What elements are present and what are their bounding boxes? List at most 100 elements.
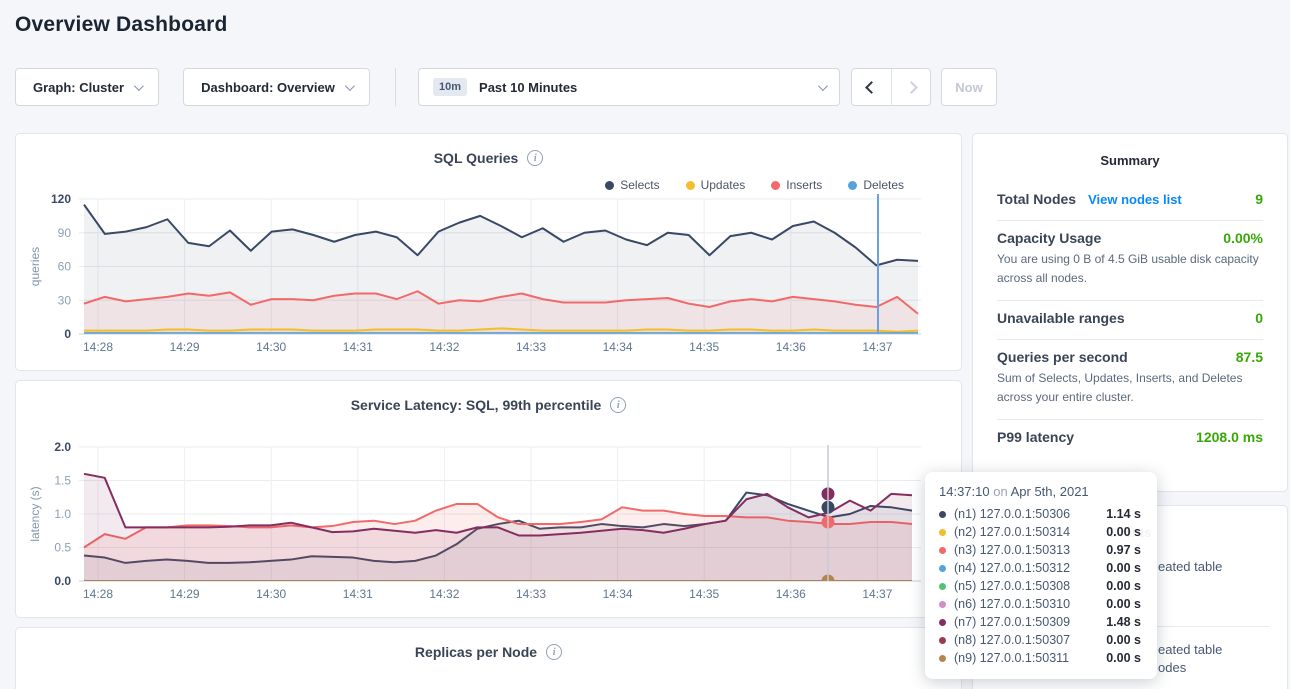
time-range-dropdown[interactable]: 10m Past 10 Minutes: [418, 68, 840, 106]
node-color-dot-icon: [939, 637, 946, 644]
summary-row-description: Sum of Selects, Updates, Inserts, and De…: [997, 365, 1263, 406]
svg-text:14:37: 14:37: [862, 340, 892, 354]
dashboard-dropdown[interactable]: Dashboard: Overview: [183, 68, 370, 106]
graph-scope-dropdown[interactable]: Graph: Cluster: [15, 68, 159, 106]
event-item-text[interactable]: eated table: [1158, 642, 1222, 657]
summary-row-label: Queries per second: [997, 349, 1128, 365]
tooltip-node-row: (n5) 127.0.0.1:50308 0.00 s: [939, 577, 1143, 595]
svg-text:14:30: 14:30: [256, 587, 286, 601]
svg-text:14:29: 14:29: [170, 587, 200, 601]
tooltip-node-label: (n3) 127.0.0.1:50313: [954, 543, 1070, 557]
summary-row: P99 latency 1208.0 ms: [997, 420, 1263, 445]
tooltip-node-value: 0.00 s: [1106, 633, 1143, 647]
tooltip-node-value: 0.00 s: [1106, 651, 1143, 665]
summary-row-label: Unavailable ranges: [997, 310, 1125, 326]
tooltip-node-label: (n5) 127.0.0.1:50308: [954, 579, 1070, 593]
summary-row-value: 0: [1255, 310, 1263, 326]
event-item-text[interactable]: odes: [1158, 660, 1186, 675]
tooltip-node-value: 1.48 s: [1106, 615, 1143, 629]
svg-text:14:29: 14:29: [170, 340, 200, 354]
replicas-per-node-chart-card: Replicas per Node i: [15, 627, 962, 689]
tooltip-node-label: (n9) 127.0.0.1:50311: [954, 651, 1069, 665]
node-color-dot-icon: [939, 583, 946, 590]
svg-text:1.0: 1.0: [54, 507, 71, 521]
summary-row-label: Total Nodes: [997, 191, 1076, 207]
view-nodes-list-link[interactable]: View nodes list: [1088, 192, 1182, 207]
info-icon[interactable]: i: [546, 644, 562, 660]
svg-text:0.0: 0.0: [54, 574, 71, 588]
summary-row: Unavailable ranges 0: [997, 301, 1263, 326]
summary-row: Total Nodes View nodes list 9: [997, 182, 1263, 207]
time-prev-button[interactable]: [852, 69, 891, 105]
svg-text:14:32: 14:32: [429, 587, 459, 601]
tooltip-node-row: (n3) 127.0.0.1:503130.97 s: [939, 541, 1143, 559]
svg-text:14:32: 14:32: [429, 340, 459, 354]
svg-text:14:35: 14:35: [689, 587, 719, 601]
tooltip-node-label: (n7) 127.0.0.1:50309: [954, 615, 1070, 629]
svg-text:120: 120: [51, 192, 71, 206]
chart-title: Replicas per Node: [415, 644, 537, 660]
svg-text:14:30: 14:30: [256, 340, 286, 354]
summary-panel-title: Summary: [973, 134, 1287, 168]
tooltip-node-row: (n7) 127.0.0.1:50309 1.48 s: [939, 613, 1143, 631]
summary-row-label: P99 latency: [997, 429, 1074, 445]
time-next-button[interactable]: [891, 69, 930, 105]
tooltip-node-value: 0.00 s: [1106, 597, 1143, 611]
chevron-right-icon: [905, 81, 918, 94]
tooltip-node-label: (n4) 127.0.0.1:50312: [954, 561, 1070, 575]
node-color-dot-icon: [939, 619, 946, 626]
summary-row-value: 9: [1255, 191, 1263, 207]
summary-row-description: You are using 0 B of 4.5 GiB usable disk…: [997, 246, 1263, 287]
event-item-text[interactable]: eated table: [1158, 559, 1222, 574]
tooltip-node-label: (n6) 127.0.0.1:50310: [954, 597, 1070, 611]
tooltip-node-value: 0.00 s: [1106, 525, 1143, 539]
sql-queries-chart[interactable]: 030609012014:2814:2914:3014:3114:3214:33…: [16, 134, 963, 372]
chevron-down-icon: [345, 81, 355, 91]
node-color-dot-icon: [939, 529, 946, 536]
tooltip-node-row: (n2) 127.0.0.1:503140.00 s: [939, 523, 1143, 541]
svg-text:90: 90: [58, 226, 72, 240]
svg-text:14:36: 14:36: [776, 340, 806, 354]
tooltip-node-label: (n8) 127.0.0.1:50307: [954, 633, 1070, 647]
svg-text:14:33: 14:33: [516, 587, 546, 601]
node-color-dot-icon: [939, 547, 946, 554]
svg-text:14:34: 14:34: [603, 340, 633, 354]
svg-text:14:35: 14:35: [689, 340, 719, 354]
graph-scope-label: Graph: Cluster: [33, 80, 124, 95]
chevron-left-icon: [865, 81, 878, 94]
svg-text:14:37: 14:37: [862, 587, 892, 601]
page-title: Overview Dashboard: [15, 13, 228, 37]
summary-panel: Summary Total Nodes View nodes list 9 Capac…: [972, 133, 1288, 492]
summary-row-value: 0.00%: [1223, 230, 1263, 246]
service-latency-chart[interactable]: 0.00.51.01.52.014:2814:2914:3014:3114:32…: [16, 381, 963, 619]
tooltip-node-row: (n9) 127.0.0.1:50311 0.00 s: [939, 649, 1143, 667]
tooltip-node-row: (n1) 127.0.0.1:50306 1.14 s: [939, 505, 1143, 523]
toolbar: Graph: Cluster Dashboard: Overview 10m P…: [0, 68, 1290, 106]
svg-text:0: 0: [64, 327, 71, 341]
svg-text:2.0: 2.0: [54, 440, 71, 454]
svg-text:14:34: 14:34: [603, 587, 633, 601]
svg-text:1.5: 1.5: [54, 474, 71, 488]
summary-row-value: 1208.0 ms: [1196, 429, 1263, 445]
tooltip-node-value: 0.00 s: [1106, 579, 1143, 593]
tooltip-rows: (n1) 127.0.0.1:50306 1.14 s (n2) 127.0.0.1…: [939, 505, 1143, 667]
svg-text:latency (s): latency (s): [28, 486, 42, 541]
svg-text:0.5: 0.5: [54, 541, 71, 555]
svg-text:queries: queries: [28, 247, 42, 286]
node-color-dot-icon: [939, 601, 946, 608]
tooltip-node-row: (n4) 127.0.0.1:503120.00 s: [939, 559, 1143, 577]
chevron-down-icon: [818, 81, 828, 91]
service-latency-chart-card: Service Latency: SQL, 99th percentile i …: [15, 380, 962, 618]
toolbar-divider: [395, 68, 396, 106]
dashboard-label: Dashboard: Overview: [201, 80, 335, 95]
tooltip-node-label: (n1) 127.0.0.1:50306: [954, 507, 1070, 521]
tooltip-node-value: 1.14 s: [1106, 507, 1143, 521]
chevron-down-icon: [134, 81, 144, 91]
summary-body: Total Nodes View nodes list 9 Capacity Usag…: [973, 168, 1287, 445]
summary-row: Capacity Usage0.00%: [997, 221, 1263, 246]
node-color-dot-icon: [939, 565, 946, 572]
now-button[interactable]: Now: [941, 68, 997, 106]
svg-text:14:36: 14:36: [776, 587, 806, 601]
tooltip-node-row: (n8) 127.0.0.1:50307 0.00 s: [939, 631, 1143, 649]
tooltip-timestamp: 14:37:10 on Apr 5th, 2021: [939, 484, 1143, 499]
